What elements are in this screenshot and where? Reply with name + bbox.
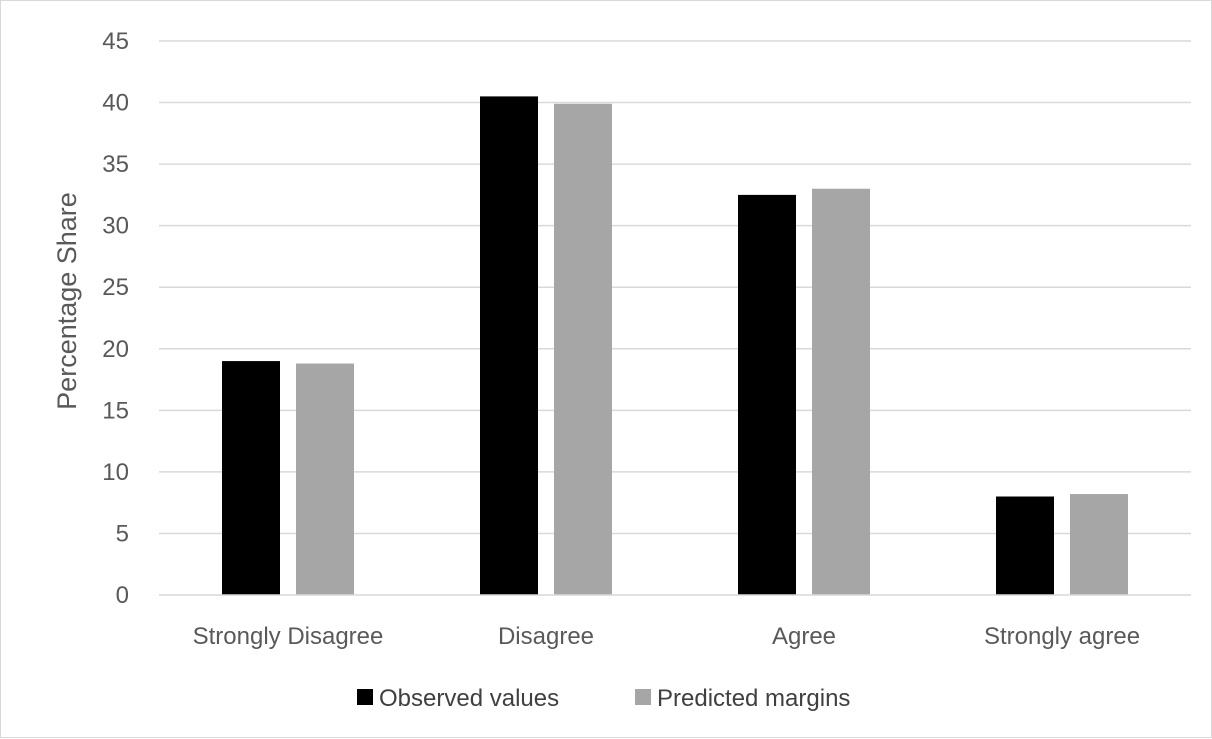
bar-observed-2 <box>738 194 796 595</box>
legend-label-0: Observed values <box>379 685 559 712</box>
legend-swatch-1 <box>635 689 651 705</box>
y-axis-title: Percentage Share <box>52 192 82 410</box>
bar-predicted-3 <box>1070 494 1128 595</box>
y-tick-label: 5 <box>116 520 129 547</box>
y-axis-ticks: 0 5 10 15 20 25 30 35 40 45 <box>102 28 129 609</box>
legend: Observed values Predicted margins <box>357 685 850 712</box>
y-tick-label: 15 <box>102 397 129 424</box>
legend-swatch-0 <box>357 689 373 705</box>
x-tick-label: Disagree <box>498 623 594 650</box>
bar-predicted-2 <box>812 188 870 595</box>
y-tick-label: 30 <box>102 213 129 240</box>
y-tick-label: 0 <box>116 582 129 609</box>
x-tick-label: Agree <box>772 623 836 650</box>
x-axis-ticks: Strongly Disagree Disagree Agree Strongly a… <box>193 623 1140 650</box>
x-tick-label: Strongly agree <box>984 623 1140 650</box>
y-tick-label: 20 <box>102 336 129 363</box>
bar-observed-0 <box>222 361 280 595</box>
bar-predicted-1 <box>554 103 612 595</box>
y-tick-label: 10 <box>102 459 129 486</box>
bars <box>222 96 1128 596</box>
bar-predicted-0 <box>296 363 354 595</box>
x-tick-label: Strongly Disagree <box>193 623 384 650</box>
bar-observed-1 <box>480 96 538 596</box>
legend-label-1: Predicted margins <box>657 685 850 712</box>
bar-observed-3 <box>996 496 1054 595</box>
y-tick-label: 35 <box>102 151 129 178</box>
y-tick-label: 25 <box>102 274 129 301</box>
y-tick-label: 45 <box>102 28 129 55</box>
y-tick-label: 40 <box>102 90 129 117</box>
